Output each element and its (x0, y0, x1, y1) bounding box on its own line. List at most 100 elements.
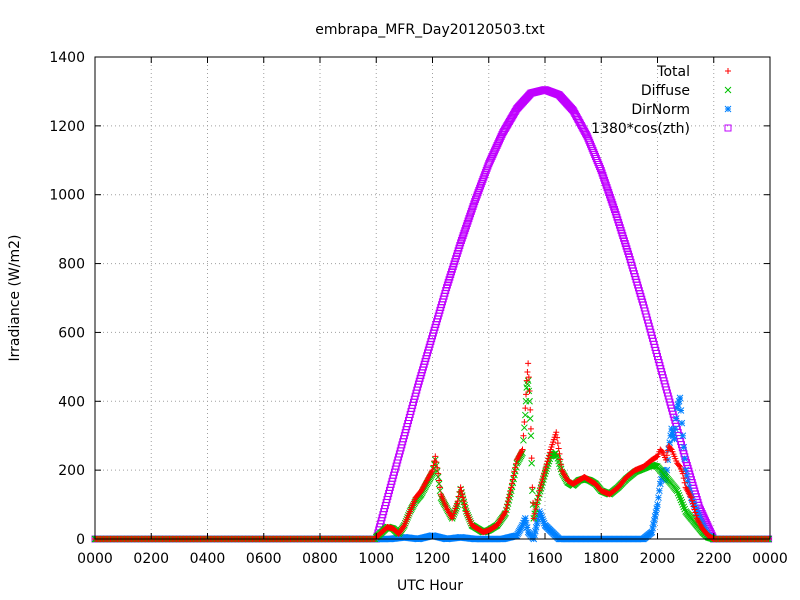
data-point (695, 514, 703, 521)
data-point (671, 435, 678, 443)
data-point (430, 462, 437, 469)
data-point (492, 143, 500, 151)
data-point (501, 509, 508, 516)
data-point (537, 481, 544, 488)
data-point (681, 455, 689, 463)
data-point (541, 470, 548, 477)
data-point (477, 180, 485, 188)
y-tick-label: 400 (58, 394, 85, 410)
data-point (684, 478, 691, 485)
data-point (669, 428, 676, 436)
x-tick-label: 0600 (246, 551, 282, 567)
legend-label: DirNorm (631, 102, 690, 118)
data-point (470, 200, 478, 208)
data-point (510, 472, 517, 479)
data-point (513, 460, 520, 467)
data-point (436, 477, 443, 484)
data-point (506, 491, 513, 498)
data-point (538, 514, 546, 521)
data-point (458, 234, 466, 242)
data-point (542, 467, 548, 474)
data-point (461, 227, 469, 235)
data-point (673, 404, 681, 412)
data-point (554, 440, 561, 447)
chart-title: embrapa_MFR_Day20120503.txt (315, 22, 545, 38)
data-point (435, 480, 443, 488)
data-point (481, 169, 489, 177)
x-tick-label: 0800 (302, 551, 338, 567)
data-point (692, 509, 699, 516)
data-point (429, 467, 436, 474)
data-point (539, 515, 546, 523)
data-point (687, 493, 694, 500)
data-point (464, 217, 472, 225)
data-point (650, 516, 658, 524)
data-point (488, 152, 496, 160)
data-point (683, 472, 690, 480)
data-point (604, 186, 612, 194)
data-point (672, 415, 680, 422)
data-point (679, 470, 686, 477)
data-point (607, 196, 615, 204)
data-point (523, 377, 530, 384)
data-point (546, 452, 553, 459)
y-tick-label: 800 (58, 257, 85, 273)
y-tick-label: 1000 (49, 188, 85, 204)
data-point (654, 501, 661, 508)
data-point (522, 519, 530, 527)
data-point (521, 411, 529, 419)
data-point (694, 510, 702, 517)
data-point (652, 509, 660, 516)
y-tick-label: 1400 (49, 50, 85, 66)
data-point (486, 158, 494, 166)
data-point (460, 229, 468, 237)
data-point (606, 191, 614, 199)
data-point (511, 468, 518, 475)
data-point (433, 459, 440, 466)
data-point (655, 494, 662, 502)
data-point (681, 479, 688, 486)
data-point (493, 142, 501, 150)
data-point (558, 461, 565, 468)
data-point (531, 531, 538, 539)
data-point (674, 489, 682, 497)
data-point (460, 498, 467, 505)
data-point (538, 478, 545, 485)
data-point (536, 487, 543, 494)
data-point (599, 171, 607, 179)
data-point (465, 215, 473, 223)
data-point (432, 453, 439, 460)
legend-label: Diffuse (641, 83, 690, 99)
data-point (653, 505, 661, 512)
data-point (495, 138, 503, 146)
data-point (659, 466, 667, 474)
x-tick-label: 2000 (640, 551, 676, 567)
data-point (602, 181, 610, 189)
y-tick-label: 1200 (49, 119, 85, 135)
data-point (532, 523, 540, 531)
x-tick-label: 1400 (471, 551, 507, 567)
data-point (688, 494, 695, 501)
data-point (519, 446, 526, 453)
data-point (605, 188, 613, 196)
data-point (467, 210, 475, 218)
x-tick-label: 0000 (752, 551, 788, 567)
x-tick-label: 1600 (527, 551, 563, 567)
data-point (530, 499, 537, 506)
data-point (651, 513, 659, 520)
x-tick-label: 2200 (696, 551, 732, 567)
data-point (434, 473, 442, 481)
legend-marker (724, 124, 732, 132)
data-point (489, 151, 497, 159)
y-tick-label: 200 (58, 463, 85, 479)
data-point (459, 491, 466, 498)
data-point (553, 429, 560, 436)
data-point (610, 203, 618, 211)
data-point (481, 171, 489, 179)
y-tick-label: 0 (76, 532, 85, 548)
x-tick-label: 1200 (415, 551, 451, 567)
data-point (680, 475, 687, 482)
data-point (693, 512, 700, 519)
data-point (676, 494, 684, 502)
